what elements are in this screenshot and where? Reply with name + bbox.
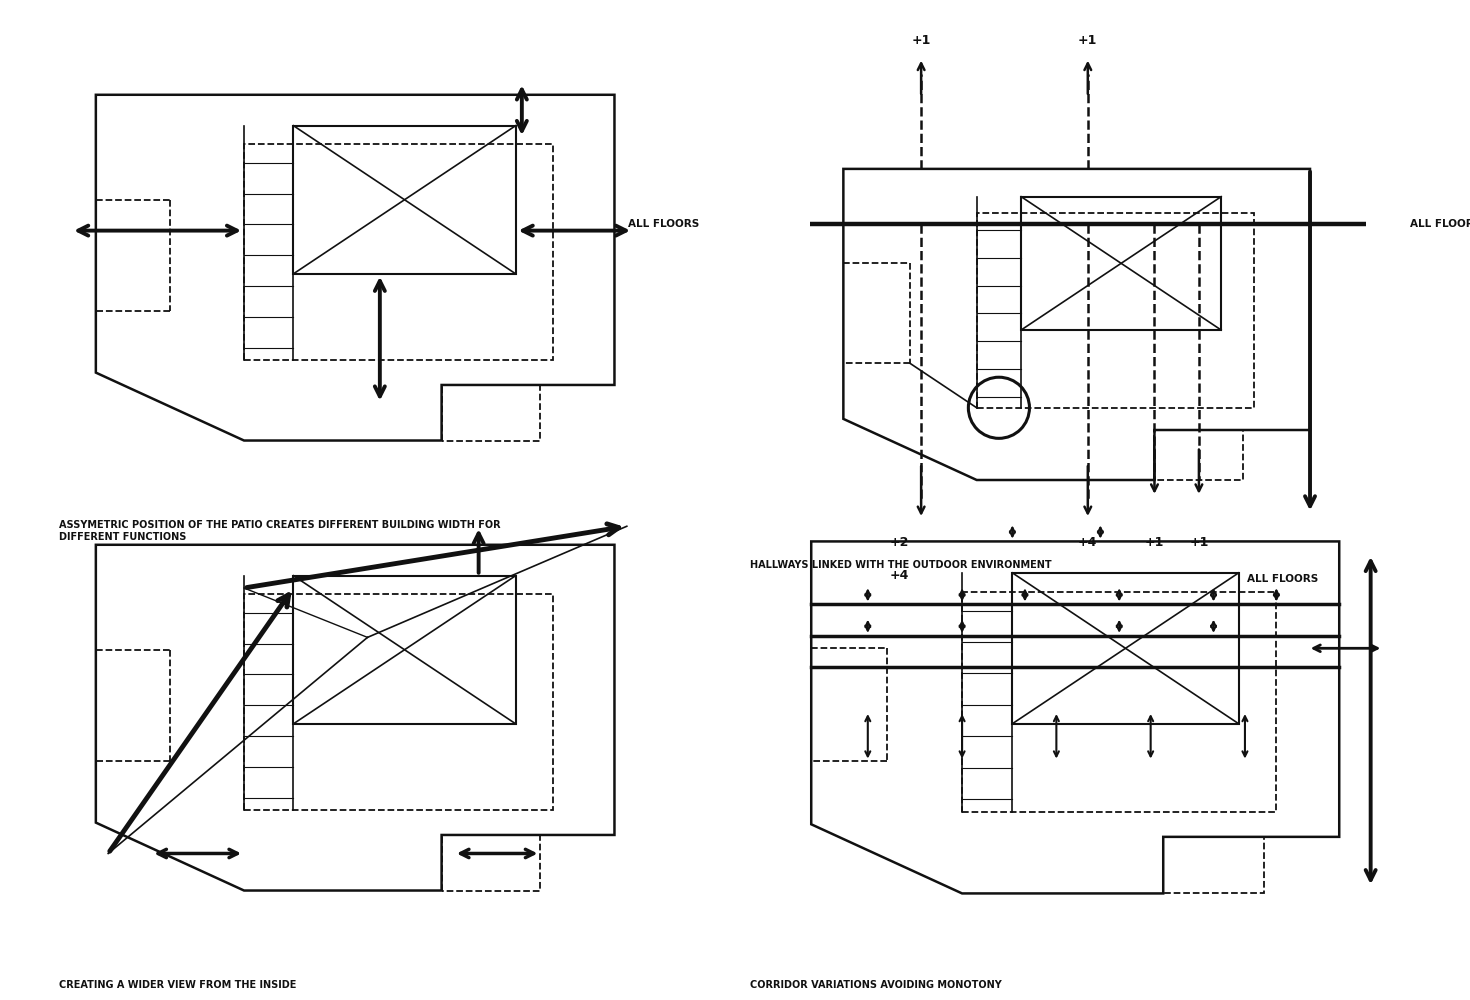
Text: CREATING A WIDER VIEW FROM THE INSIDE: CREATING A WIDER VIEW FROM THE INSIDE [59, 980, 295, 990]
Text: +2: +2 [889, 536, 908, 549]
Text: ALL FLOORS: ALL FLOORS [1410, 219, 1470, 229]
Text: HALLWAYS LINKED WITH THE OUTDOOR ENVIRONMENT: HALLWAYS LINKED WITH THE OUTDOOR ENVIRON… [750, 560, 1051, 570]
Bar [294, 126, 516, 274]
Text: +1: +1 [1189, 536, 1208, 549]
Bar [1013, 573, 1239, 724]
Bar [244, 594, 553, 810]
Text: +1: +1 [1078, 34, 1098, 47]
Text: ALL FLOORS: ALL FLOORS [1247, 574, 1319, 584]
Bar [961, 592, 1276, 812]
Text: +4: +4 [889, 569, 908, 582]
Text: CORRIDOR VARIATIONS AVOIDING MONOTONY: CORRIDOR VARIATIONS AVOIDING MONOTONY [750, 980, 1001, 990]
Text: +1: +1 [911, 34, 931, 47]
Bar [244, 144, 553, 360]
Bar [976, 213, 1254, 408]
Bar [1022, 197, 1222, 330]
Text: +1: +1 [1145, 536, 1164, 549]
Bar [294, 576, 516, 724]
Text: +4: +4 [1078, 536, 1098, 549]
Text: ALL FLOORS: ALL FLOORS [628, 219, 698, 229]
Text: ASSYMETRIC POSITION OF THE PATIO CREATES DIFFERENT BUILDING WIDTH FOR
DIFFERENT : ASSYMETRIC POSITION OF THE PATIO CREATES… [59, 520, 500, 542]
